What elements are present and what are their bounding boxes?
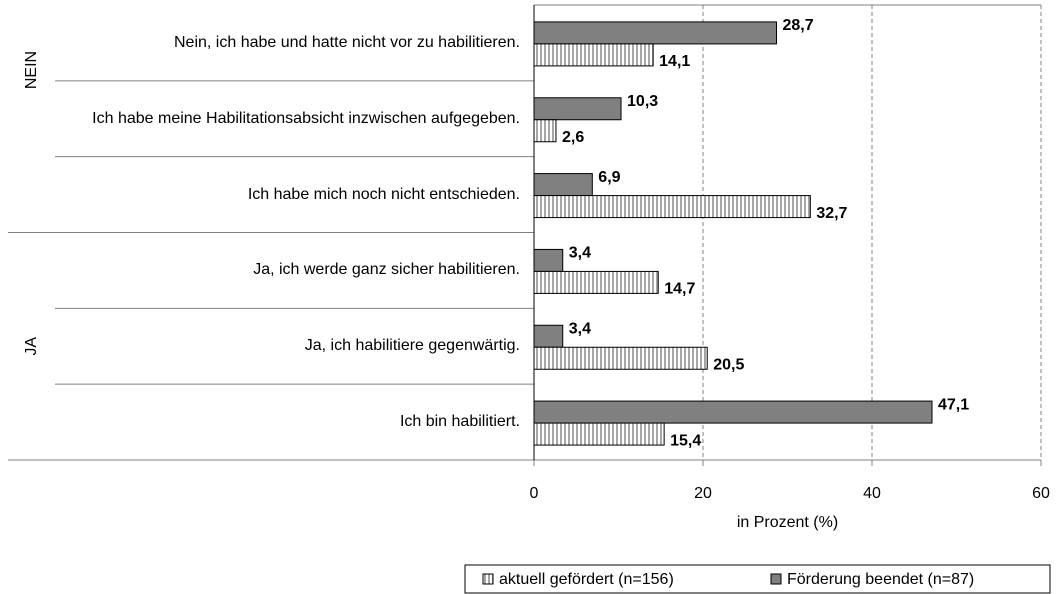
bar <box>533 346 708 370</box>
x-tick-label: 0 <box>530 485 539 502</box>
value-label: 15,4 <box>670 432 701 449</box>
value-label: 14,1 <box>659 53 690 70</box>
legend-swatch <box>770 573 782 585</box>
value-label: 6,9 <box>598 169 620 186</box>
category-text: Ja, ich werde ganz sicher habilitieren. <box>253 261 520 279</box>
value-label: 3,4 <box>569 245 591 262</box>
bar <box>533 119 557 143</box>
bar <box>533 270 659 294</box>
category-text: Ich habe meine Habilitationsabsicht inzw… <box>92 109 520 127</box>
x-tick-label: 40 <box>863 485 881 502</box>
category-text: Ja, ich habilitiere gegenwärtig. <box>304 337 520 355</box>
category-label: Nein, ich habe und hatte nicht vor zu ha… <box>60 5 520 81</box>
category-text: Nein, ich habe und hatte nicht vor zu ha… <box>174 33 520 51</box>
bar <box>533 195 811 219</box>
value-label: 3,4 <box>569 320 591 337</box>
category-text: Ich habe mich noch nicht entschieden. <box>247 185 520 203</box>
value-label: 28,7 <box>783 17 814 34</box>
legend-box <box>464 564 1051 594</box>
category-label: Ja, ich werde ganz sicher habilitieren. <box>60 233 520 309</box>
x-axis-label: in Prozent (%) <box>737 514 838 531</box>
legend-swatch <box>482 573 494 585</box>
x-tick-label: 60 <box>1032 485 1050 502</box>
category-label: Ja, ich habilitiere gegenwärtig. <box>60 308 520 384</box>
value-label: 47,1 <box>938 396 969 413</box>
value-label: 32,7 <box>816 205 847 222</box>
bar <box>533 173 593 197</box>
legend-label: aktuell gefördert (n=156) <box>499 571 674 588</box>
bar <box>533 21 778 45</box>
category-text: Ich bin habilitiert. <box>399 413 520 431</box>
x-tick-label: 20 <box>694 485 712 502</box>
value-label: 14,7 <box>664 281 695 298</box>
value-label: 10,3 <box>627 93 658 110</box>
value-label: 20,5 <box>713 356 744 373</box>
bar <box>533 324 564 348</box>
group-label: JA <box>23 337 40 356</box>
category-label: Ich habe meine Habilitationsabsicht inzw… <box>60 81 520 157</box>
legend-label: Förderung beendet (n=87) <box>787 571 974 588</box>
bar <box>533 97 622 121</box>
bar <box>533 248 564 272</box>
group-label: NEIN <box>23 51 40 89</box>
bar <box>533 422 665 446</box>
category-label: Ich bin habilitiert. <box>60 384 520 460</box>
value-label: 2,6 <box>562 129 584 146</box>
bar <box>533 43 654 67</box>
bar <box>533 400 933 424</box>
category-label: Ich habe mich noch nicht entschieden. <box>60 157 520 233</box>
